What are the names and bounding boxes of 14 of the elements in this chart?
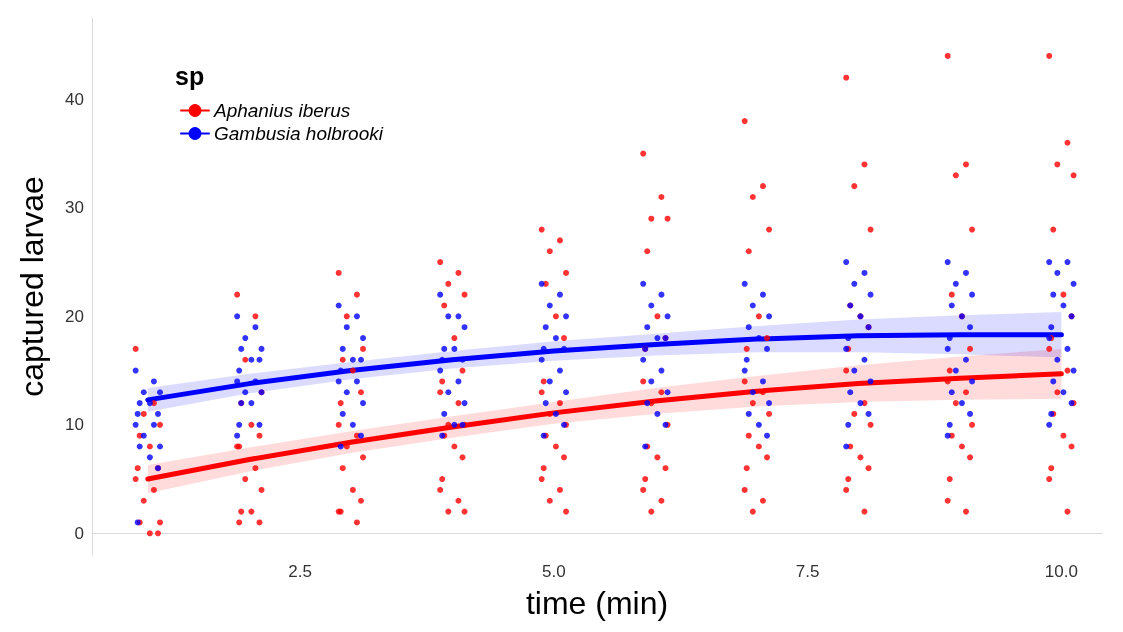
legend-label: Gambusia holbrooki <box>214 123 384 144</box>
y-tick-label: 10 <box>65 415 84 435</box>
y-axis-title: captured larvae <box>14 176 50 397</box>
legend-label: Aphanius iberus <box>213 100 351 121</box>
y-tick-label: 40 <box>65 89 84 109</box>
y-tick-label: 30 <box>65 198 84 218</box>
y-tick-label: 0 <box>74 523 84 543</box>
x-tick-label: 10.0 <box>1044 562 1078 581</box>
x-tick-label: 2.5 <box>288 562 312 581</box>
legend-title: sp <box>175 61 205 90</box>
x-tick-label: 5.0 <box>542 562 566 581</box>
y-tick-label: 20 <box>65 306 84 326</box>
x-tick-label: 7.5 <box>795 562 820 581</box>
x-axis-title: time (min) <box>525 585 669 621</box>
